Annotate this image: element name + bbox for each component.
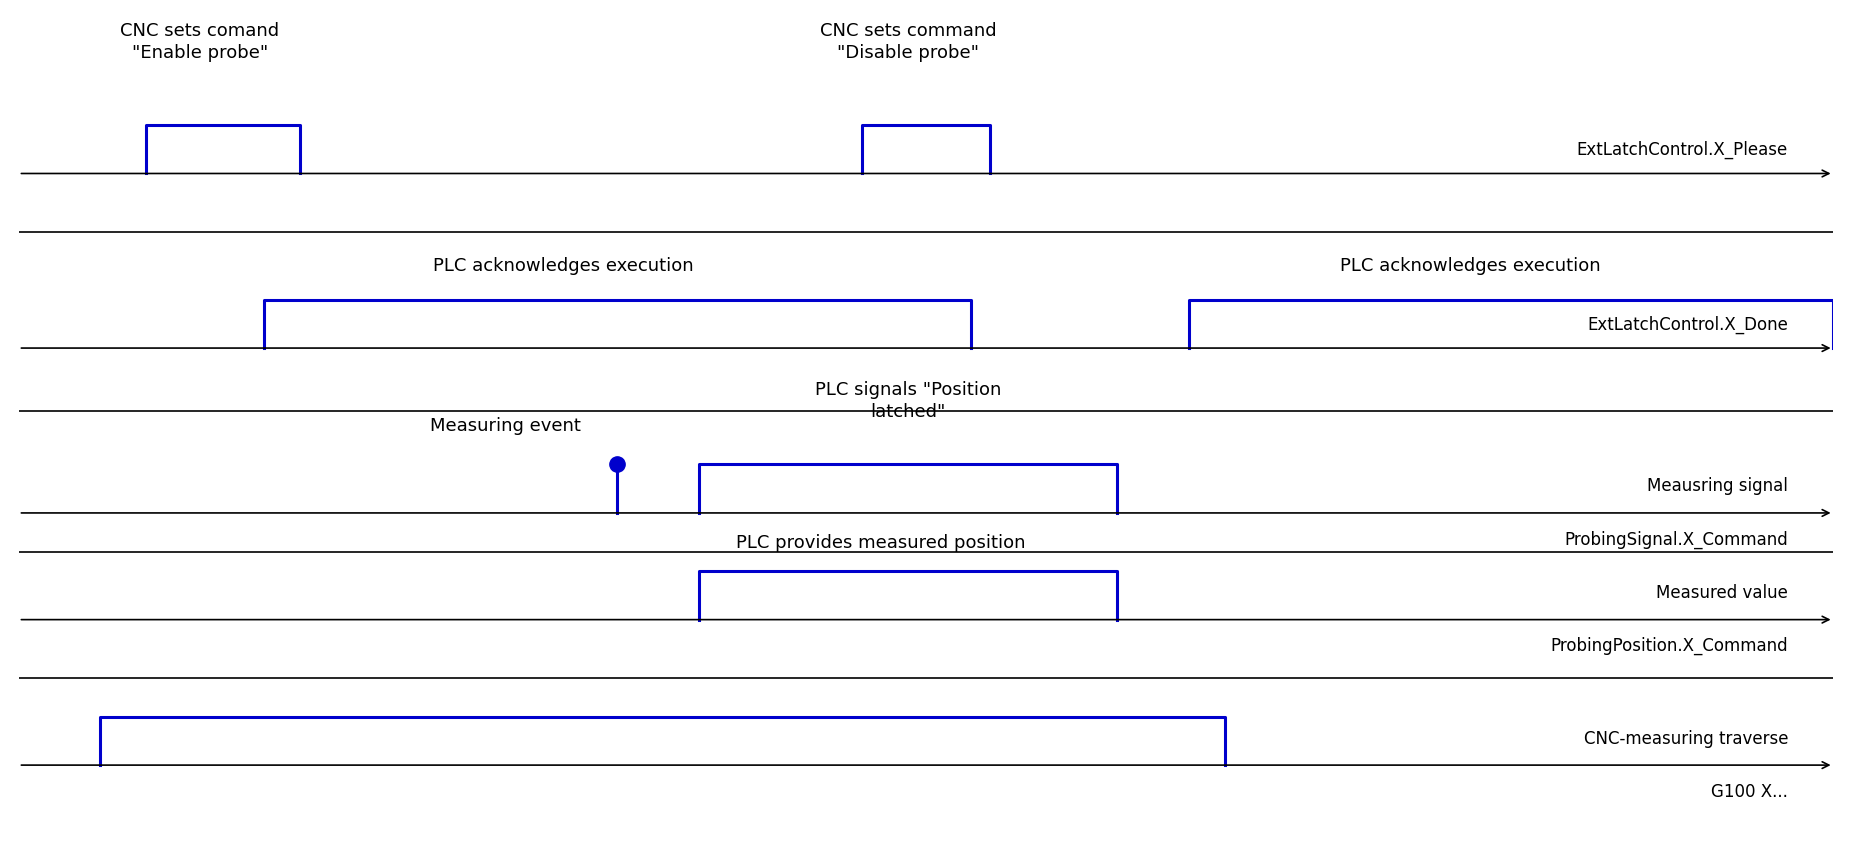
Text: Measuring event: Measuring event (430, 418, 582, 436)
Text: Measured value: Measured value (1656, 584, 1789, 602)
Text: CNC-measuring traverse: CNC-measuring traverse (1583, 729, 1789, 747)
Text: PLC signals "Position
latched": PLC signals "Position latched" (815, 381, 1002, 421)
Text: PLC acknowledges execution: PLC acknowledges execution (1341, 257, 1600, 276)
Text: G100 X...: G100 X... (1711, 783, 1789, 801)
Text: ProbingSignal.X_Command: ProbingSignal.X_Command (1565, 530, 1789, 548)
Text: PLC provides measured position: PLC provides measured position (735, 534, 1026, 552)
Text: ProbingPosition.X_Command: ProbingPosition.X_Command (1550, 637, 1789, 655)
Text: CNC sets comand
"Enable probe": CNC sets comand "Enable probe" (120, 22, 280, 62)
Text: CNC sets command
"Disable probe": CNC sets command "Disable probe" (820, 22, 996, 62)
Text: PLC acknowledges execution: PLC acknowledges execution (433, 257, 693, 276)
Text: ExtLatchControl.X_Please: ExtLatchControl.X_Please (1576, 140, 1789, 159)
Text: Meausring signal: Meausring signal (1646, 478, 1789, 495)
Text: ExtLatchControl.X_Done: ExtLatchControl.X_Done (1587, 315, 1789, 333)
